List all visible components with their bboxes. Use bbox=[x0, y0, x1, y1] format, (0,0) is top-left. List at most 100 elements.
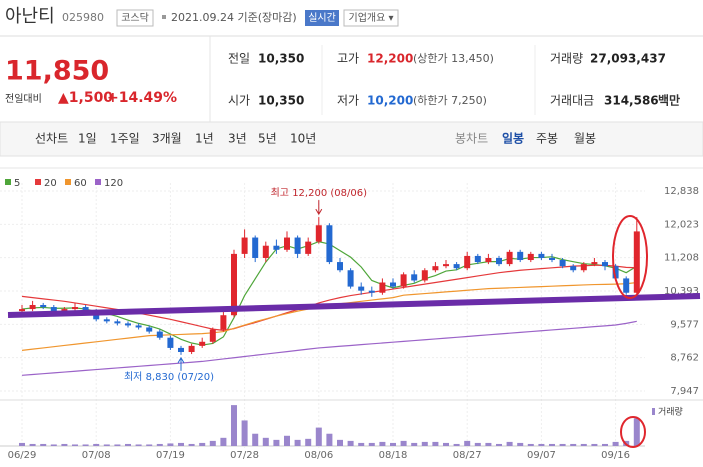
change-rate: +14.49% bbox=[107, 90, 177, 106]
legend-label: 120 bbox=[104, 178, 123, 189]
candle-body bbox=[570, 266, 577, 271]
stat-note: (하한가 7,250) bbox=[413, 93, 487, 107]
candle-body bbox=[400, 274, 407, 287]
candle-body bbox=[527, 253, 534, 261]
candle-body bbox=[623, 278, 630, 293]
tab[interactable]: 월봉 bbox=[574, 132, 596, 146]
market: 코스닥 bbox=[121, 12, 149, 24]
volume-bar bbox=[82, 444, 89, 446]
candle-body bbox=[114, 321, 121, 324]
volume-bar bbox=[315, 427, 322, 446]
volume-bar bbox=[273, 439, 280, 446]
candle-body bbox=[262, 245, 269, 258]
candle-body bbox=[464, 255, 471, 269]
realtime[interactable]: 실시간 bbox=[308, 12, 336, 24]
annotation-min: 최저 8,830 (07/20) bbox=[124, 371, 214, 383]
stat-label: 고가 bbox=[337, 52, 359, 66]
candle-body bbox=[19, 309, 25, 312]
candle-body bbox=[167, 337, 174, 348]
volume-bar bbox=[19, 442, 25, 446]
volume-bar bbox=[284, 435, 290, 446]
volume-bar bbox=[633, 418, 640, 446]
volume-bar bbox=[443, 442, 449, 446]
volume-bar bbox=[517, 442, 524, 446]
candle-body bbox=[453, 264, 460, 269]
annotation-arrow bbox=[315, 200, 323, 216]
candle-body bbox=[273, 245, 280, 250]
volume-bar bbox=[485, 442, 492, 446]
stat-value: 10,350 bbox=[258, 94, 304, 108]
tab[interactable]: 1년 bbox=[195, 132, 214, 146]
realtime-box[interactable] bbox=[305, 10, 339, 26]
x-tick-label: 07/28 bbox=[230, 450, 259, 461]
volume-bar bbox=[167, 443, 174, 446]
volume-bar bbox=[146, 444, 153, 446]
legend-swatch bbox=[5, 179, 11, 185]
candle-body bbox=[559, 260, 566, 267]
candle-body bbox=[602, 262, 608, 267]
stat-label: 거래량 bbox=[550, 52, 583, 66]
stock-code: 025980 bbox=[62, 11, 104, 24]
volume-bar bbox=[496, 443, 502, 446]
volume-bar bbox=[305, 438, 312, 446]
candle-body bbox=[188, 345, 195, 353]
y-tick-label: 12,838 bbox=[664, 186, 699, 197]
candle-body bbox=[591, 262, 598, 265]
candle-body bbox=[40, 304, 47, 308]
volume-bar bbox=[580, 443, 587, 446]
company-box[interactable] bbox=[343, 9, 399, 27]
tab[interactable]: 10년 bbox=[290, 132, 316, 146]
volume-bar bbox=[549, 443, 555, 446]
volume-bar bbox=[506, 441, 513, 446]
candle-body bbox=[506, 251, 513, 265]
x-tick-label: 08/18 bbox=[379, 450, 408, 461]
tab[interactable]: 1주일 bbox=[110, 132, 140, 146]
candle-body bbox=[146, 327, 153, 332]
candle-body bbox=[315, 225, 322, 242]
candle-body bbox=[50, 307, 57, 312]
legend-swatch bbox=[35, 179, 41, 185]
volume-bar bbox=[50, 444, 57, 446]
candle-body bbox=[231, 253, 237, 316]
volume-bar bbox=[231, 405, 237, 446]
volume-bar bbox=[559, 443, 566, 446]
y-tick-label: 12,023 bbox=[664, 219, 699, 230]
company-info[interactable]: 기업개요 ▾ bbox=[349, 11, 394, 24]
chart: 12,838 12,023 11,208 10,393 9,577 8,762 7,947 0… bbox=[0, 167, 703, 461]
candle-body bbox=[549, 257, 555, 261]
tab[interactable]: 3개월 bbox=[152, 132, 182, 146]
volume-bar bbox=[114, 444, 121, 446]
stat-label: 저가 bbox=[337, 94, 359, 108]
volume-bar bbox=[262, 437, 269, 446]
candle-body bbox=[538, 253, 545, 258]
candle-body bbox=[485, 257, 492, 263]
candle-body bbox=[337, 262, 343, 271]
candle-body bbox=[61, 309, 68, 312]
tab[interactable]: 5년 bbox=[258, 132, 277, 146]
x-tick-label: 07/19 bbox=[156, 450, 185, 461]
ma-line bbox=[21, 320, 637, 376]
x-tick-label: 06/29 bbox=[8, 450, 37, 461]
tab[interactable]: 3년 bbox=[228, 132, 247, 146]
annotation-max: 최고 12,200 (08/06) bbox=[271, 187, 367, 199]
volume-bar bbox=[368, 442, 375, 446]
volume-bar bbox=[612, 441, 619, 446]
candle-body bbox=[390, 282, 396, 287]
bullet bbox=[162, 15, 166, 19]
x-tick-label: 07/08 bbox=[82, 450, 111, 461]
volume-bar bbox=[220, 437, 227, 446]
annotation-arrow bbox=[177, 356, 185, 371]
volume-bar bbox=[125, 443, 131, 446]
highlight-ellipse bbox=[612, 215, 648, 299]
drawn-line bbox=[7, 293, 701, 318]
y-tick-label: 10,393 bbox=[664, 286, 699, 297]
volume-bar bbox=[72, 444, 78, 446]
legend-swatch bbox=[95, 179, 101, 185]
tab[interactable]: 주봉 bbox=[536, 132, 558, 146]
stat-value: 10,350 bbox=[258, 52, 304, 66]
volume-bar bbox=[61, 443, 68, 446]
tab[interactable]: 1일 bbox=[78, 132, 97, 146]
tab-title: 선차트 bbox=[35, 132, 68, 146]
date: 2021.09.24 기준(장마감) bbox=[171, 11, 297, 24]
tab-active[interactable]: 일봉 bbox=[502, 132, 524, 146]
